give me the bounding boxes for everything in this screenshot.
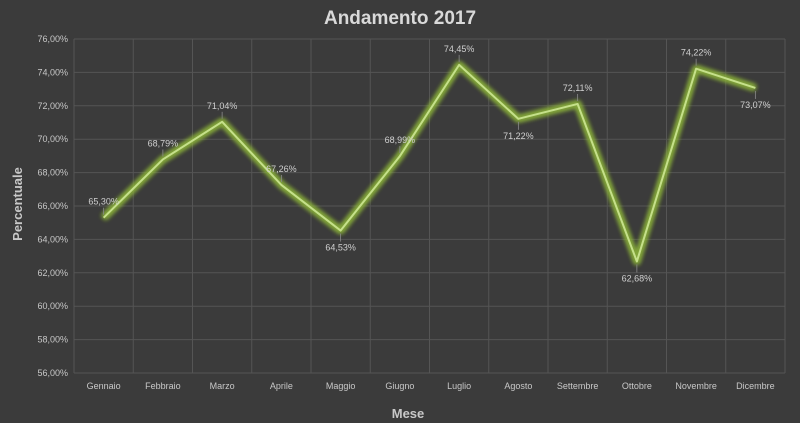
data-label: 64,53% [325,243,356,253]
chart-title: Andamento 2017 [323,8,477,29]
data-label: 71,04% [207,101,238,111]
x-tick-label: Agosto [504,381,532,391]
y-tick-label: 70,00% [37,134,68,144]
data-label: 73,07% [740,100,771,110]
x-axis-title: Mese [392,406,425,421]
y-tick-label: 62,00% [37,268,68,278]
y-tick-label: 58,00% [37,335,68,345]
data-label: 68,99% [385,135,416,145]
data-series [101,61,757,265]
x-tick-label: Novembre [675,381,717,391]
y-tick-label: 76,00% [37,34,68,44]
y-axis-title: Percentuale [10,167,25,241]
data-label: 65,30% [88,197,119,207]
x-tick-label: Maggio [326,381,356,391]
x-tick-label: Marzo [210,381,235,391]
data-label: 62,68% [622,273,653,283]
data-label: 74,22% [681,48,712,58]
x-tick-label: Luglio [447,381,471,391]
y-tick-label: 74,00% [37,67,68,77]
x-tick-label: Ottobre [622,381,652,391]
y-axis-ticks: 56,00% 58,00% 60,00% 62,00% 64,00% 66,00% 68,0… [37,34,68,378]
data-label: 72,11% [563,83,593,93]
y-tick-label: 64,00% [37,234,68,244]
data-label: 74,45% [444,44,475,54]
x-tick-label: Febbraio [145,381,181,391]
y-tick-label: 60,00% [37,301,68,311]
y-tick-label: 66,00% [37,201,68,211]
data-label: 67,26% [266,164,297,174]
x-tick-label: Settembre [557,381,599,391]
data-label: 68,79% [148,138,179,148]
x-axis-ticks: Gennaio Febbraio Marzo Aprile Maggio Giugno Lu… [87,381,775,391]
x-tick-label: Giugno [385,381,414,391]
series-line [102,63,756,263]
x-tick-label: Gennaio [87,381,121,391]
data-label: 71,22% [503,131,534,141]
x-tick-label: Aprile [270,381,293,391]
gridlines [73,38,786,374]
x-tick-label: Dicembre [736,381,775,391]
data-labels: 65,30% 68,79% 71,04% 67,26% 64,53% 68,99% 74,4… [88,44,770,284]
y-tick-label: 68,00% [37,168,68,178]
y-tick-label: 56,00% [37,368,68,378]
y-tick-label: 72,00% [37,101,68,111]
